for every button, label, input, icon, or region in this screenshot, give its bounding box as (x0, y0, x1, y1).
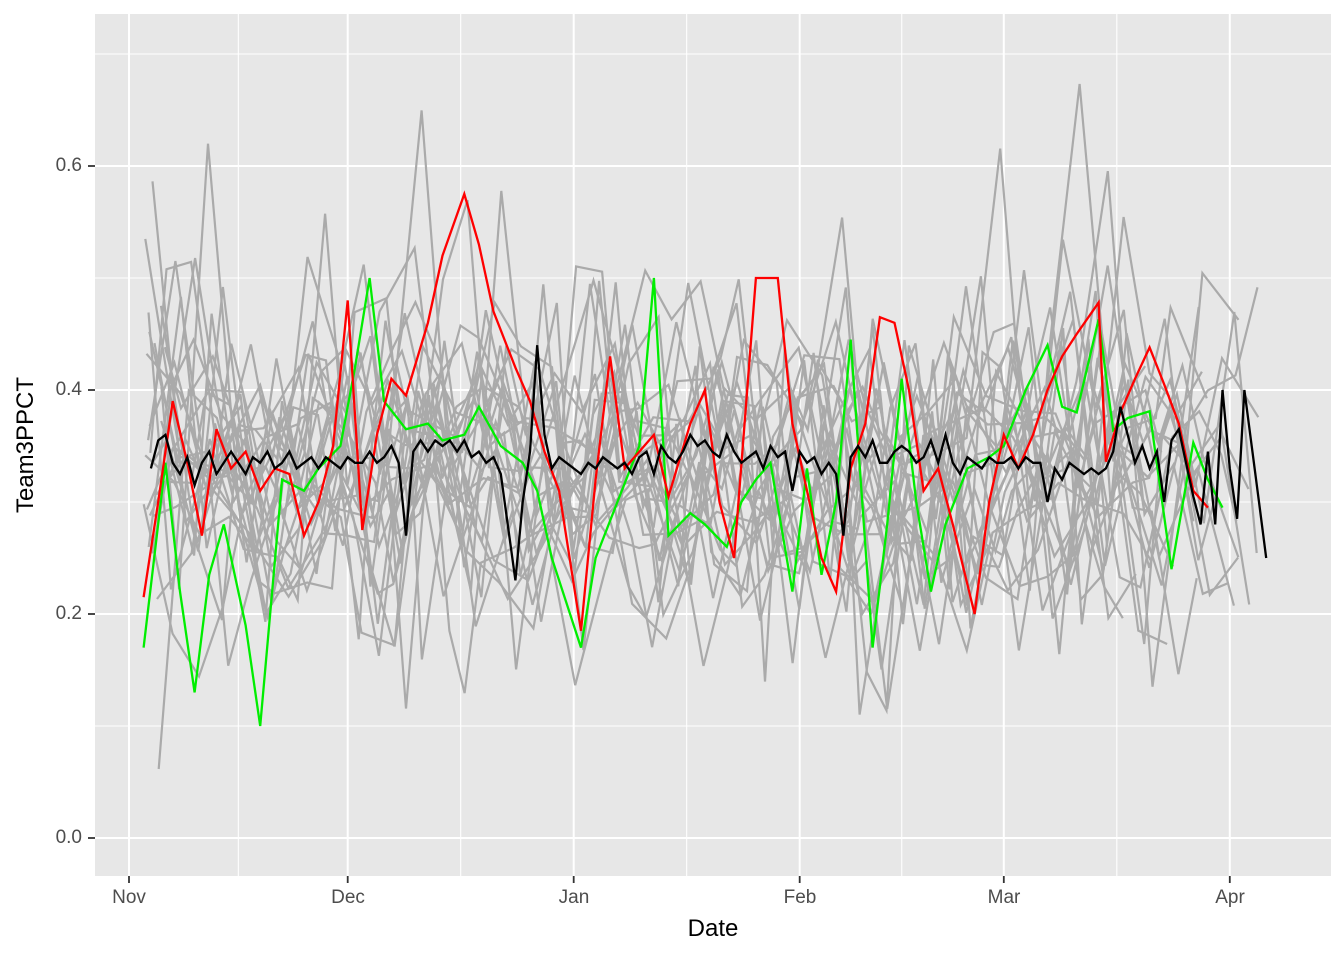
background-team-line (159, 305, 1147, 657)
y-axis-title: Team3PPCT (12, 376, 39, 514)
x-tick-label: Feb (783, 887, 817, 908)
x-tick-label: Apr (1215, 887, 1245, 908)
x-axis-title: Date (687, 915, 739, 942)
highlight-line-red-team (142, 190, 1209, 631)
background-team-line (148, 282, 1217, 605)
background-team-line (150, 170, 1260, 535)
background-team-line (148, 239, 1230, 596)
background-team-line (155, 352, 1238, 694)
highlight-line-league-average (149, 345, 1268, 581)
x-tick-label: Nov (112, 887, 146, 908)
y-tick-label: 0.6 (55, 155, 82, 176)
y-tick-label: 0.4 (55, 379, 82, 400)
y-tick-label: 0.0 (55, 827, 82, 848)
axis-tick-marks (88, 165, 1231, 883)
x-tick-label: Dec (331, 887, 365, 908)
x-tick-label: Mar (987, 887, 1021, 908)
background-team-line (148, 366, 1250, 645)
y-tick-label: 0.2 (55, 603, 82, 624)
background-team-line (151, 337, 1168, 715)
x-tick-label: Jan (558, 887, 590, 908)
